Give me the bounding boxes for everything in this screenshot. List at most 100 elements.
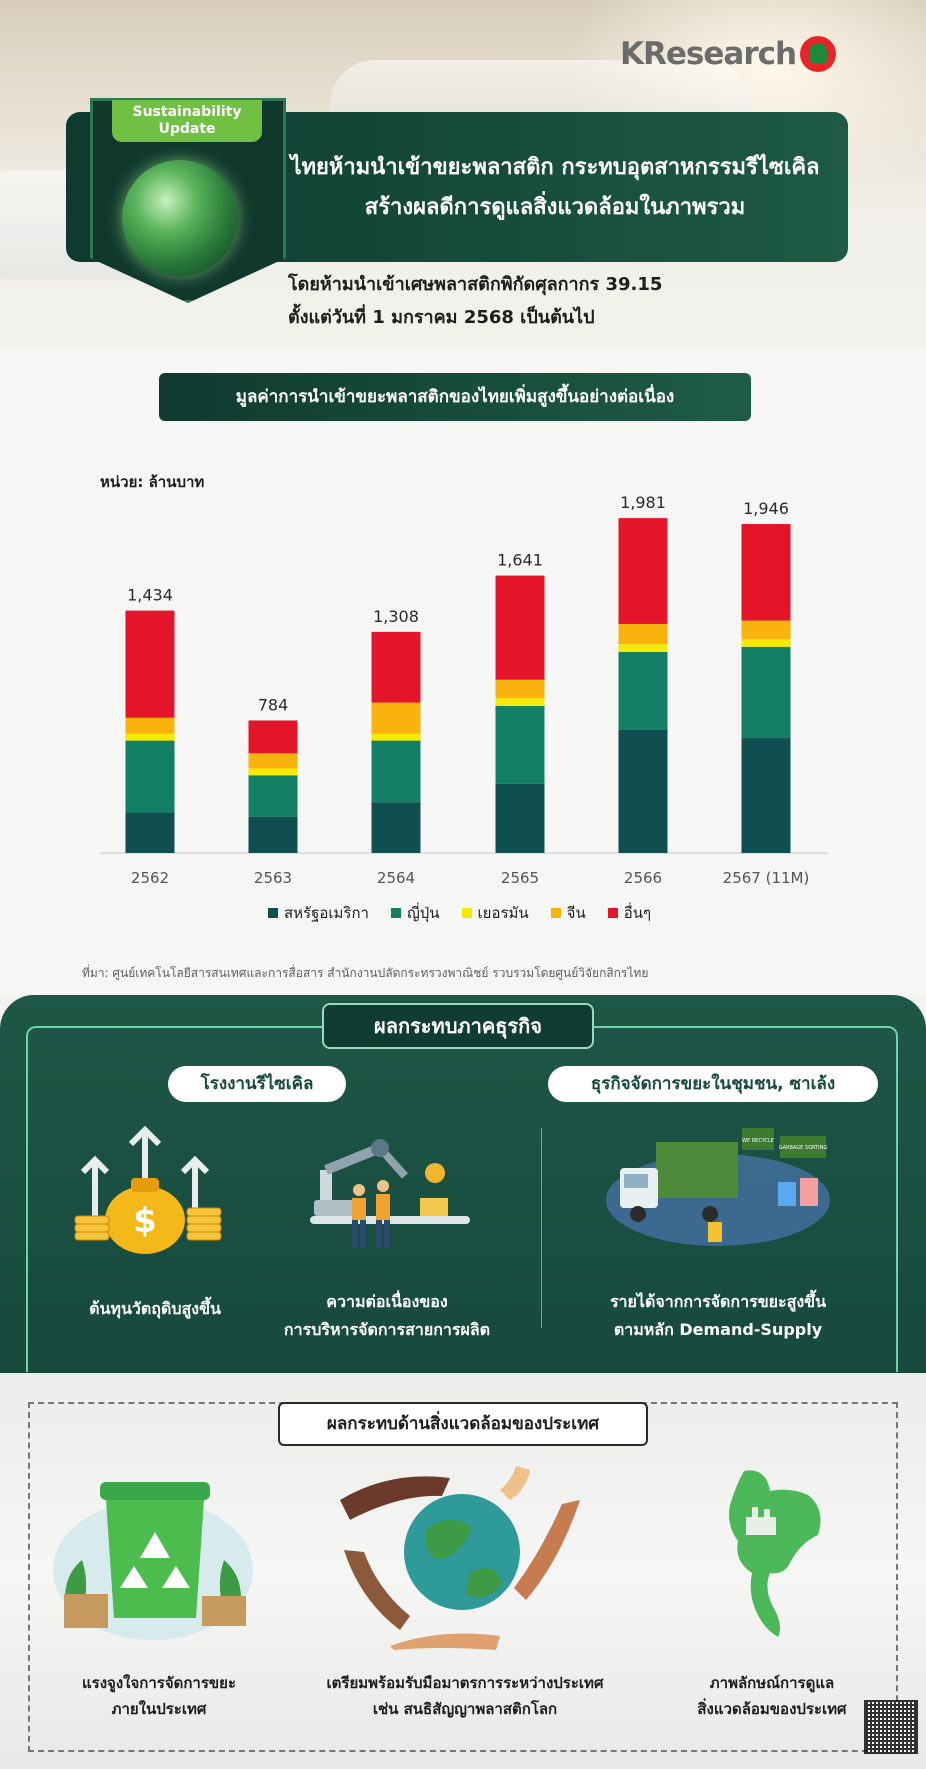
- truck-sign-recycle: WE RECYCLE: [742, 1138, 774, 1144]
- bar-total-label: 1,981: [620, 493, 666, 512]
- legend-swatch-china: [550, 908, 561, 918]
- bar-segment-2566-0: [618, 729, 668, 853]
- production-continuity-line2: การบริหารจัดการสายการผลิต: [283, 1320, 491, 1339]
- country-image-line2: สิ่งแวดล้อมของประเทศ: [697, 1700, 847, 1718]
- waste-revenue-line1: รายได้จากการจัดการขยะสูงขึ้น: [609, 1292, 827, 1311]
- bar-segment-2563-0: [248, 816, 298, 853]
- bar-segment-2566-4: [618, 518, 668, 624]
- bar-segment-2563-3: [248, 753, 298, 769]
- legend-item-others: อื่นๆ: [607, 901, 652, 925]
- legend-item-japan: ญี่ปุ่น: [390, 901, 440, 925]
- legend-item-germany: เยอรมัน: [461, 901, 529, 925]
- bar-segment-2563-1: [248, 775, 298, 817]
- x-tick-label: 2565: [501, 869, 539, 887]
- bar-segment-2565-1: [495, 705, 545, 784]
- kbank-leaf-icon: [800, 36, 837, 72]
- money-growth-icon: $: [74, 1125, 222, 1254]
- kresearch-logo[interactable]: KResearch: [620, 30, 837, 78]
- badge-line2: Update: [158, 121, 216, 137]
- page-title: ไทยห้ามนำเข้าขยะพลาสติก กระทบอุตสาหกรรมร…: [270, 148, 840, 228]
- international-measures-line2: เช่น สนธิสัญญาพลาสติกโลก: [372, 1700, 558, 1718]
- x-tick-label: 2562: [131, 869, 169, 887]
- bar-segment-2566-3: [618, 623, 668, 645]
- raw-material-cost-label: ต้นทุนวัตถุดิบสูงขึ้น: [89, 1299, 221, 1318]
- bar-segment-2565-4: [495, 575, 545, 680]
- x-tick-label: 2563: [254, 869, 292, 887]
- bar-segment-2565-0: [495, 783, 545, 853]
- bar-total-label: 1,434: [127, 586, 173, 605]
- waste-revenue-label: รายได้จากการจัดการขยะสูงขึ้น ตามหลัก Dem…: [568, 1288, 868, 1344]
- legend-label-others: อื่นๆ: [623, 904, 652, 922]
- bar-segment-2564-4: [371, 631, 421, 703]
- bar-segment-2567-2: [741, 639, 791, 647]
- chart-title: มูลค่าการนำเข้าขยะพลาสติกของไทยเพิ่มสูงข…: [159, 373, 751, 421]
- waste-business-label: ธุรกิจจัดการขยะในชุมชน, ซาเล้ง: [548, 1066, 878, 1102]
- bar-segment-2562-3: [125, 717, 175, 734]
- badge-line1: Sustainability: [132, 104, 242, 120]
- x-tick-label: 2567 (11M): [723, 869, 810, 887]
- svg-text:$: $: [133, 1201, 157, 1241]
- globe-icon: [122, 160, 238, 276]
- legend-label-usa: สหรัฐอเมริกา: [284, 904, 369, 922]
- bar-segment-2566-2: [618, 644, 668, 652]
- garbage-truck-icon: WE RECYCLE GARBAGE SORTING: [606, 1128, 830, 1246]
- hands-earth-icon: [340, 1466, 580, 1650]
- bar-segment-2567-1: [741, 646, 791, 739]
- bar-total-label: 1,946: [743, 499, 789, 518]
- country-image-label: ภาพลักษณ์การดูแล สิ่งแวดล้อมของประเทศ: [672, 1670, 872, 1722]
- domestic-waste-line1: แรงจูงใจการจัดการขยะ: [81, 1674, 237, 1692]
- legend-swatch-japan: [390, 908, 401, 918]
- bar-segment-2564-0: [371, 802, 421, 853]
- domestic-waste-line2: ภายในประเทศ: [111, 1700, 207, 1718]
- subtitle: โดยห้ามนำเข้าเศษพลาสติกพิกัดศุลกากร 39.1…: [288, 268, 808, 334]
- bar-segment-2567-0: [741, 738, 791, 853]
- title-line1: ไทยห้ามนำเข้าขยะพลาสติก กระทบอุตสาหกรรมร…: [290, 155, 820, 180]
- bar-segment-2566-1: [618, 651, 668, 730]
- bar-segment-2562-1: [125, 740, 175, 813]
- international-measures-line1: เตรียมพร้อมรับมือมาตรการระหว่างประเทศ: [326, 1674, 604, 1692]
- section-divider: [541, 1128, 542, 1328]
- international-measures-label: เตรียมพร้อมรับมือมาตรการระหว่างประเทศ เช…: [290, 1670, 640, 1722]
- subtitle-line1: โดยห้ามนำเข้าเศษพลาสติกพิกัดศุลกากร 39.1…: [288, 274, 663, 295]
- production-continuity-line1: ความต่อเนื่องของ: [326, 1292, 448, 1311]
- bar-segment-2567-3: [741, 620, 791, 640]
- bar-total-label: 784: [258, 695, 289, 714]
- environment-impact-title: ผลกระทบด้านสิ่งแวดล้อมของประเทศ: [278, 1402, 648, 1446]
- bar-total-label: 1,641: [497, 551, 543, 570]
- business-impact-title: ผลกระทบภาคธุรกิจ: [322, 1003, 594, 1049]
- legend-swatch-others: [607, 908, 618, 918]
- legend-item-china: จีน: [550, 901, 586, 925]
- chart-legend: สหรัฐอเมริกา ญี่ปุ่น เยอรมัน จีน อื่นๆ: [268, 901, 651, 925]
- x-tick-label: 2564: [377, 869, 415, 887]
- truck-sign-sorting: GARBAGE SORTING: [779, 1145, 828, 1151]
- qr-code[interactable]: [864, 1700, 918, 1754]
- legend-swatch-usa: [268, 908, 278, 918]
- legend-label-china: จีน: [566, 904, 586, 922]
- brand-name: KResearch: [620, 36, 797, 72]
- bar-segment-2564-3: [371, 702, 421, 734]
- bar-segment-2564-1: [371, 740, 421, 803]
- stacked-bar-chart: 1,434 2562 784 2563 1,308 2564 1,641 2565 1,981 2…: [100, 493, 828, 887]
- recycle-bin-icon: [53, 1482, 253, 1640]
- chart-source: ที่มา: ศูนย์เทคโนโลยีสารสนเทศและการสื่อส…: [82, 966, 649, 980]
- legend-item-usa: สหรัฐอเมริกา: [268, 901, 369, 925]
- bar-segment-2562-2: [125, 733, 175, 741]
- production-continuity-label: ความต่อเนื่องของ การบริหารจัดการสายการผล…: [242, 1288, 532, 1344]
- legend-label-japan: ญี่ปุ่น: [406, 904, 440, 922]
- bar-segment-2562-4: [125, 610, 175, 718]
- production-line-icon: [310, 1139, 470, 1248]
- chart-unit-label: หน่วย: ล้านบาท: [100, 473, 205, 491]
- legend-label-germany: เยอรมัน: [477, 904, 529, 922]
- badge-label: Sustainability Update: [112, 100, 262, 142]
- title-line2: สร้างผลดีการดูแลสิ่งแวดล้อมในภาพรวม: [364, 195, 746, 220]
- bar-total-label: 1,308: [373, 607, 419, 626]
- bar-segment-2562-0: [125, 812, 175, 853]
- domestic-waste-label: แรงจูงใจการจัดการขยะ ภายในประเทศ: [48, 1670, 270, 1722]
- recycling-plant-label: โรงงานรีไซเคิล: [168, 1066, 346, 1102]
- bar-segment-2563-2: [248, 768, 298, 776]
- subtitle-line2: ตั้งแต่วันที่ 1 มกราคม 2568 เป็นต้นไป: [288, 307, 595, 328]
- legend-swatch-germany: [461, 908, 472, 918]
- bar-segment-2565-2: [495, 698, 545, 706]
- country-image-line1: ภาพลักษณ์การดูแล: [709, 1674, 835, 1692]
- thailand-map-icon: [729, 1470, 821, 1637]
